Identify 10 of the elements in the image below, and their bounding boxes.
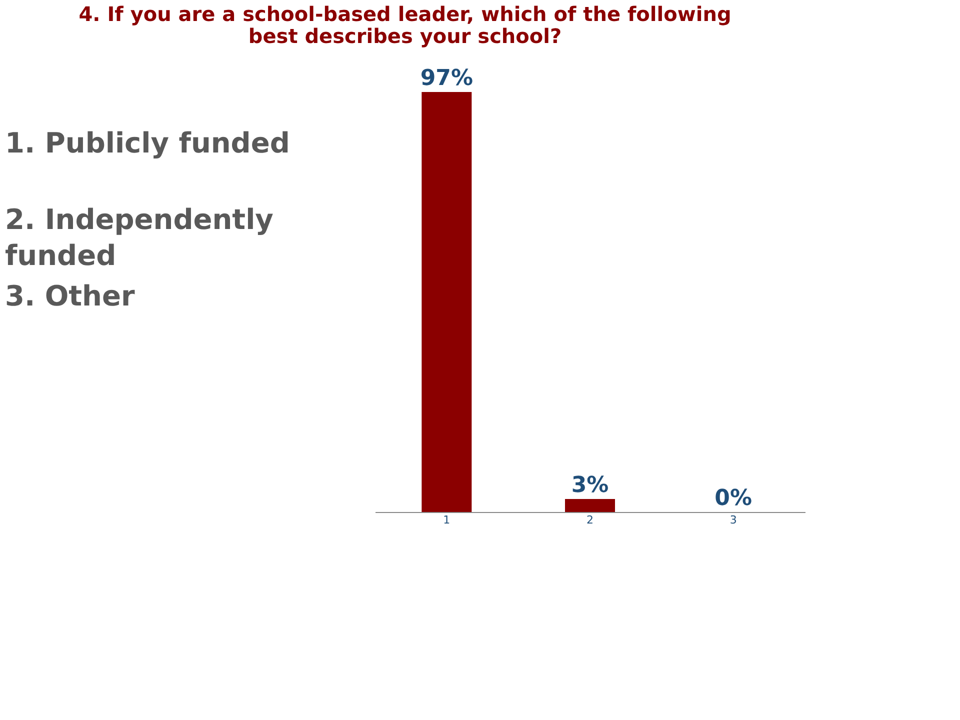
x-tick-label: 1: [443, 514, 450, 526]
text: 1. Publicly funded: [5, 126, 290, 160]
text: 2. Independently funded: [5, 203, 274, 272]
chart-title: 4. If you are a school-based leader, which of the following best describes your school?: [78, 2, 732, 48]
data-label: 97%: [420, 66, 474, 91]
data-label: 0%: [714, 486, 752, 511]
text: 3. Other: [5, 280, 135, 313]
x-tick-label: 3: [730, 514, 737, 526]
data-label: 3%: [571, 473, 609, 498]
x-tick-label: 2: [586, 514, 594, 526]
